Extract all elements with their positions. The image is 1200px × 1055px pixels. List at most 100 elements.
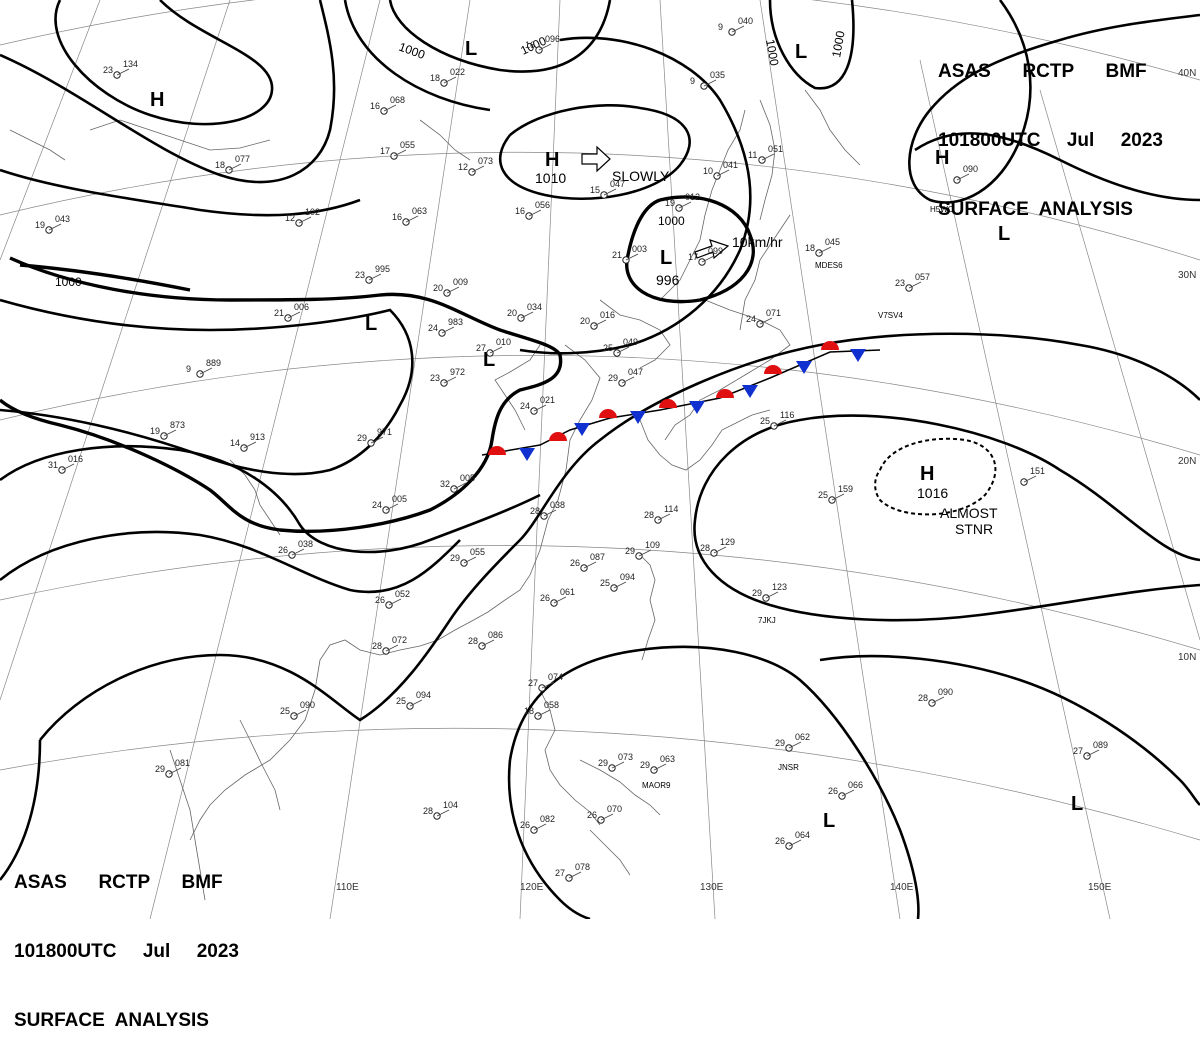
isobar-value: 1000: [55, 275, 82, 289]
wind-barb: [453, 482, 467, 490]
station-plot: 26 052: [375, 589, 410, 609]
low-pressure-center: L: [998, 223, 1010, 245]
station-plot: 31 016: [48, 454, 83, 474]
station-pressure: 072: [392, 635, 407, 645]
station-pressure: 049: [623, 337, 638, 347]
station-plot: 14 913: [230, 432, 265, 452]
station-pressure: 129: [720, 537, 735, 547]
longitude-label: 130E: [700, 882, 724, 893]
station-pressure: 043: [55, 214, 70, 224]
wind-barb: [678, 201, 692, 209]
station-plot: 12 073: [458, 156, 493, 176]
station-plot: 24 005: [372, 494, 407, 514]
cold-front-triangle: [574, 423, 590, 436]
station-temperature: 29: [752, 588, 762, 598]
station-plot: 20 034: [507, 302, 542, 322]
station-plot: 17 099: [688, 246, 723, 266]
station-pressure: 038: [550, 500, 565, 510]
wind-barb: [368, 273, 382, 281]
station-pressure: 061: [560, 587, 575, 597]
low-pressure-center: L: [365, 313, 377, 335]
station-pressure: 159: [838, 484, 853, 494]
graticule-labels: 40N 30N 20N 10N 110E 120E 130E 140E 150E: [336, 68, 1196, 893]
wind-barb: [538, 43, 552, 51]
station-temperature: 28: [530, 506, 540, 516]
wind-barb: [537, 709, 551, 717]
station-plot: 29 109: [625, 540, 660, 560]
warm-front-semicircle: [821, 341, 839, 350]
high-pressure-center: H: [935, 147, 949, 169]
surface-analysis-map: 40N 30N 20N 10N 110E 120E 130E 140E 150E…: [0, 0, 1200, 919]
wind-barb: [61, 463, 75, 471]
station-plot: 23 057: [895, 272, 930, 292]
station-plot: 151: [1020, 466, 1045, 486]
station-pressure: 078: [575, 862, 590, 872]
cold-front-triangle: [742, 385, 758, 398]
header-line-3: SURFACE ANALYSIS: [938, 199, 1133, 220]
station-plot: 25 116: [760, 410, 794, 430]
isobar-value: 1000: [829, 29, 847, 58]
wind-barb: [841, 789, 855, 797]
station-plot: 16 056: [515, 200, 550, 220]
movement-note: ALMOST: [940, 505, 998, 521]
station-temperature: 26: [570, 558, 580, 568]
station-temperature: 24: [746, 314, 756, 324]
station-plot: 26 087: [570, 552, 605, 572]
station-temperature: 26: [775, 836, 785, 846]
low-pressure-center: L: [465, 38, 477, 60]
station-plot: 090: [953, 164, 978, 184]
wind-barb: [533, 404, 547, 412]
station-pressure: 040: [738, 16, 753, 26]
station-temperature: 10: [703, 166, 713, 176]
station-temperature: 27: [476, 343, 486, 353]
wind-barb: [385, 503, 399, 511]
station-pressure: 052: [395, 589, 410, 599]
wind-barb: [543, 509, 557, 517]
station-plot: 19 873: [150, 420, 185, 440]
wind-barb: [731, 25, 745, 33]
station-plot: 28 038: [530, 500, 565, 520]
latitude-label: 20N: [1178, 456, 1196, 467]
station-temperature: 16: [392, 212, 402, 222]
station-temperature: 28: [468, 636, 478, 646]
station-pressure: 114: [664, 504, 678, 514]
station-plot: 29 055: [450, 547, 485, 567]
station-pressure: 038: [298, 539, 313, 549]
station-pressure: 099: [708, 246, 723, 256]
station-pressure: 104: [443, 800, 458, 810]
motion-arrows: [581, 145, 730, 260]
station-plot: 26 066: [828, 780, 863, 800]
warm-front-semicircle: [599, 409, 617, 418]
station-pressure: 089: [1093, 740, 1108, 750]
station-temperature: 12: [458, 162, 468, 172]
station-temperature: 11: [748, 150, 757, 160]
latitude-label: 10N: [1178, 652, 1196, 663]
wind-barb: [243, 441, 257, 449]
station-id: 7JKJ: [758, 616, 776, 625]
station-pressure: 063: [412, 206, 427, 216]
station-pressure: 047: [610, 179, 625, 189]
wind-barb: [48, 223, 62, 231]
station-pressure: 070: [607, 804, 622, 814]
station-id: V7SV4: [878, 311, 903, 320]
wind-barb: [759, 317, 773, 325]
station-temperature: 26: [540, 593, 550, 603]
cold-front-triangle: [689, 401, 705, 414]
station-temperature: 9: [186, 364, 191, 374]
station-plot: 18 058: [524, 700, 559, 720]
station-plot: 17 055: [380, 140, 415, 160]
station-id: H5WC: [930, 205, 954, 214]
latitude-label: 30N: [1178, 270, 1196, 281]
station-pressure: 047: [628, 367, 643, 377]
wind-barb: [471, 165, 485, 173]
station-plot: 25 159: [818, 484, 853, 504]
wind-barb: [446, 286, 460, 294]
station-pressure: 077: [235, 154, 250, 164]
wind-barb: [657, 513, 671, 521]
station-temperature: 27: [528, 678, 538, 688]
longitude-label: 150E: [1088, 882, 1112, 893]
station-temperature: 26: [278, 545, 288, 555]
station-pressure: 134: [123, 59, 138, 69]
station-plot: 28 114: [644, 504, 678, 524]
station-pressure: 005: [392, 494, 407, 504]
